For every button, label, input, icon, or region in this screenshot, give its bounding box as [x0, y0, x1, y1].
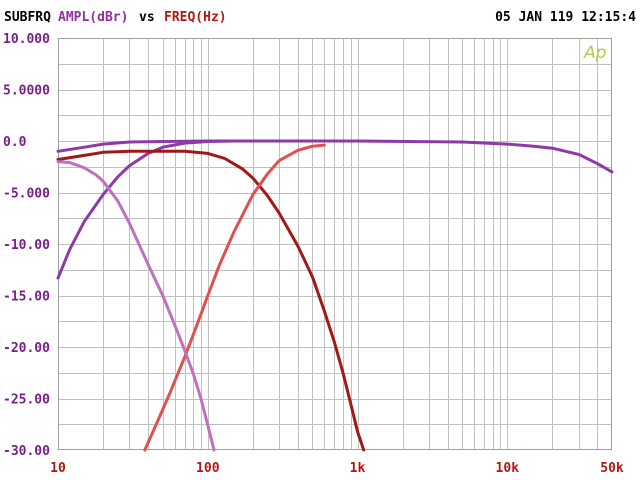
series-line-2	[56, 139, 359, 280]
y-axis: 10.000 5.0000 0.0 -5.000 -10.00 -15.00 -20.00 -…	[3, 32, 50, 459]
y-tick-label: 0.0	[3, 135, 27, 150]
y-tick-label: -20.00	[3, 341, 50, 356]
header-timestamp: 05 JAN 119 12:15:4	[495, 10, 636, 25]
y-tick-label: 10.000	[3, 32, 50, 47]
y-tick-label: -5.000	[3, 187, 50, 202]
y-tick-label: -15.00	[3, 290, 50, 305]
header-title: SUBFRQ	[4, 10, 51, 25]
y-tick-label: -30.00	[3, 444, 50, 459]
series-line-5	[56, 160, 216, 452]
series-line-1	[56, 139, 614, 174]
x-tick-label: 10k	[496, 461, 520, 476]
series-layer	[56, 139, 614, 452]
series-line-4	[143, 143, 326, 452]
header-vs: vs	[139, 10, 155, 25]
x-axis: 10 100 1k 10k 50k	[50, 461, 624, 476]
header-xlabel: FREQ(Hz)	[164, 10, 227, 25]
y-tick-label: 5.0000	[3, 84, 50, 99]
x-tick-label: 50k	[600, 461, 624, 476]
y-tick-label: -10.00	[3, 238, 50, 253]
plot-frame	[58, 38, 612, 450]
x-tick-label: 100	[196, 461, 220, 476]
grid	[58, 38, 612, 450]
header-ylabel: AMPL(dBr)	[58, 10, 128, 25]
ap-logo: Ap	[583, 43, 607, 63]
x-tick-label: 10	[50, 461, 66, 476]
y-tick-label: -25.00	[3, 393, 50, 408]
x-tick-label: 1k	[350, 461, 366, 476]
